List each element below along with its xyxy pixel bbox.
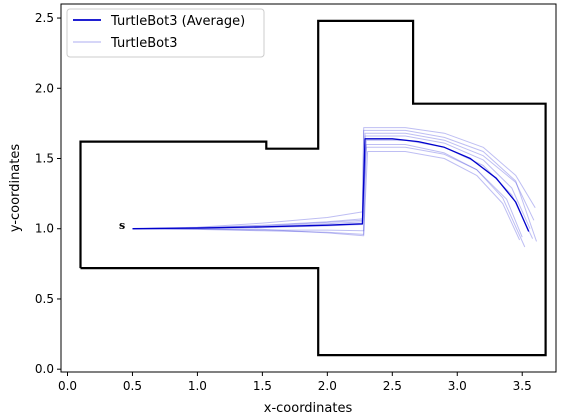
legend-label-average: TurtleBot3 (Average) xyxy=(110,14,245,29)
y-tick-label: 0.0 xyxy=(35,362,54,376)
y-tick-label: 2.0 xyxy=(35,81,54,95)
x-axis-label: x-coordinates xyxy=(264,401,353,416)
x-tick-label: 0.0 xyxy=(58,379,77,393)
run-trajectory-2 xyxy=(132,132,535,237)
run-trajectory-1 xyxy=(132,127,536,230)
x-tick-label: 3.5 xyxy=(513,379,532,393)
run-trajectory-4 xyxy=(132,151,521,241)
x-tick-label: 2.5 xyxy=(383,379,402,393)
y-tick-label: 1.0 xyxy=(35,222,54,236)
x-tick-label: 2.0 xyxy=(318,379,337,393)
run-trajectory-3 xyxy=(132,144,526,248)
trajectories xyxy=(132,127,537,248)
y-tick-label: 1.5 xyxy=(35,152,54,166)
x-tick-label: 1.0 xyxy=(188,379,207,393)
run-trajectory-8 xyxy=(132,146,523,238)
plot-background xyxy=(61,4,556,372)
y-axis-label: y-coordinates xyxy=(8,144,23,232)
x-axis: 0.0 0.5 1.0 1.5 2.0 2.5 3.0 3.5 xyxy=(58,372,532,393)
plot-frame xyxy=(60,3,557,373)
legend-box xyxy=(66,8,265,58)
y-axis: 0.0 0.5 1.0 1.5 2.0 2.5 xyxy=(35,11,61,376)
x-tick-label: 0.5 xyxy=(123,379,142,393)
legend: TurtleBot3 (Average) TurtleBot3 xyxy=(66,8,265,58)
average-trajectory xyxy=(132,138,530,232)
x-tick-label: 1.5 xyxy=(253,379,272,393)
run-trajectory-7 xyxy=(132,129,537,242)
start-marker-label: s xyxy=(119,219,125,232)
legend-label-runs: TurtleBot3 xyxy=(110,36,178,51)
x-tick-label: 3.0 xyxy=(448,379,467,393)
arena-boundary xyxy=(79,19,547,357)
y-tick-label: 2.5 xyxy=(35,11,54,25)
boundary-wall xyxy=(79,19,547,357)
y-tick-label: 0.5 xyxy=(35,292,54,306)
